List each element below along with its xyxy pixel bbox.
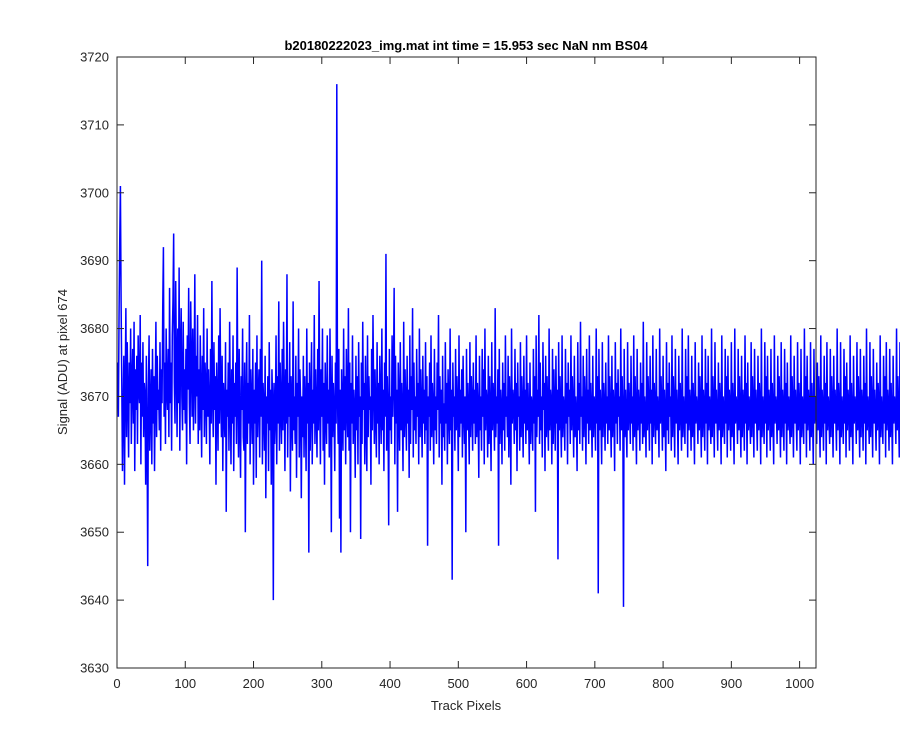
x-tick-label: 200 bbox=[243, 676, 265, 691]
y-tick-label: 3680 bbox=[80, 321, 109, 336]
x-axis-label: Track Pixels bbox=[431, 698, 502, 713]
series-line-0 bbox=[116, 84, 900, 607]
x-tick-label: 600 bbox=[516, 676, 538, 691]
y-tick-label: 3700 bbox=[80, 185, 109, 200]
axes-box bbox=[116, 56, 817, 669]
y-tick-label: 3670 bbox=[80, 389, 109, 404]
y-tick-label: 3710 bbox=[80, 117, 109, 132]
x-tick-label: 300 bbox=[311, 676, 333, 691]
x-axis: 0 100 200 300 400 500 600 700 800 900 1000 bbox=[113, 57, 814, 691]
y-axis: 3630 3640 3650 3660 3670 3680 3690 3700 3710 3720 bbox=[80, 50, 816, 676]
series-layer bbox=[116, 84, 900, 607]
x-tick-label: 400 bbox=[379, 676, 401, 691]
y-tick-label: 3690 bbox=[80, 253, 109, 268]
x-tick-label: 0 bbox=[113, 676, 120, 691]
y-tick-label: 3640 bbox=[80, 593, 109, 608]
y-axis-label: Signal (ADU) at pixel 674 bbox=[55, 289, 70, 435]
x-tick-label: 800 bbox=[652, 676, 674, 691]
x-tick-label: 900 bbox=[721, 676, 743, 691]
y-tick-label: 3650 bbox=[80, 525, 109, 540]
x-tick-label: 500 bbox=[447, 676, 469, 691]
y-tick-label: 3720 bbox=[80, 50, 109, 65]
x-tick-label: 100 bbox=[174, 676, 196, 691]
y-tick-label: 3660 bbox=[80, 457, 109, 472]
chart-title: b20180222023_img.mat int time = 15.953 s… bbox=[284, 38, 648, 53]
y-tick-label: 3630 bbox=[80, 661, 109, 676]
x-tick-label: 1000 bbox=[785, 676, 814, 691]
x-tick-label: 700 bbox=[584, 676, 606, 691]
